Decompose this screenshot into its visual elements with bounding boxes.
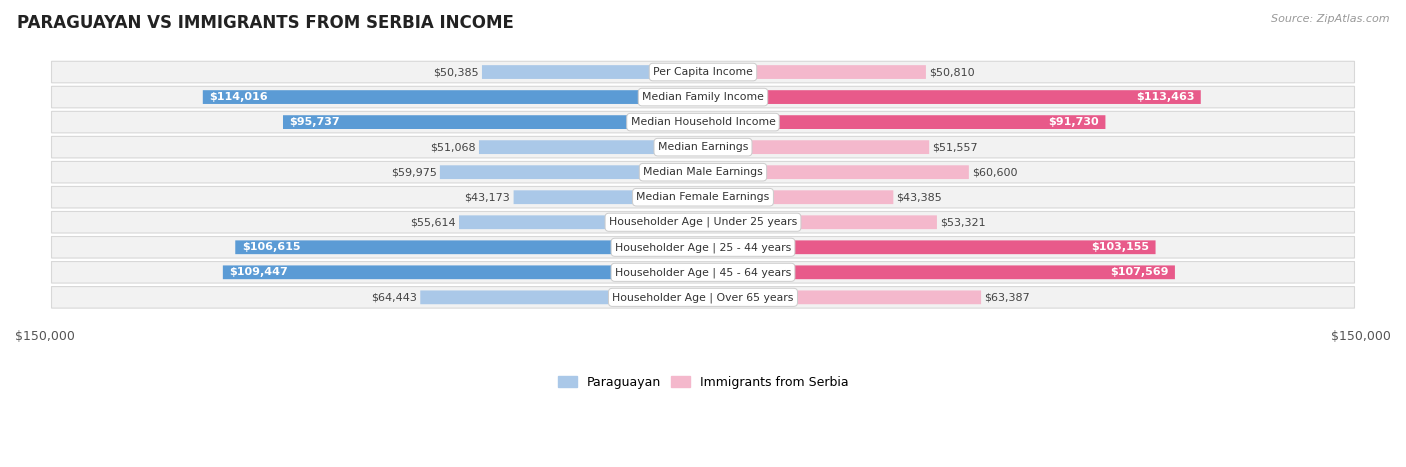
Text: Median Family Income: Median Family Income <box>643 92 763 102</box>
FancyBboxPatch shape <box>52 236 1354 258</box>
FancyBboxPatch shape <box>703 65 927 79</box>
FancyBboxPatch shape <box>52 111 1354 133</box>
Text: $95,737: $95,737 <box>290 117 340 127</box>
Text: $53,321: $53,321 <box>941 217 986 227</box>
FancyBboxPatch shape <box>235 241 703 254</box>
Text: Householder Age | Over 65 years: Householder Age | Over 65 years <box>612 292 794 303</box>
Text: $55,614: $55,614 <box>411 217 456 227</box>
Text: $107,569: $107,569 <box>1109 267 1168 277</box>
Text: $106,615: $106,615 <box>242 242 301 252</box>
Text: $109,447: $109,447 <box>229 267 288 277</box>
FancyBboxPatch shape <box>420 290 703 304</box>
Text: Source: ZipAtlas.com: Source: ZipAtlas.com <box>1271 14 1389 24</box>
FancyBboxPatch shape <box>283 115 703 129</box>
FancyBboxPatch shape <box>52 61 1354 83</box>
Text: Householder Age | Under 25 years: Householder Age | Under 25 years <box>609 217 797 227</box>
Text: Householder Age | 45 - 64 years: Householder Age | 45 - 64 years <box>614 267 792 277</box>
Text: Median Earnings: Median Earnings <box>658 142 748 152</box>
FancyBboxPatch shape <box>52 136 1354 158</box>
Text: Median Household Income: Median Household Income <box>630 117 776 127</box>
Legend: Paraguayan, Immigrants from Serbia: Paraguayan, Immigrants from Serbia <box>553 371 853 394</box>
Text: $59,975: $59,975 <box>391 167 437 177</box>
FancyBboxPatch shape <box>202 90 703 104</box>
Text: $50,810: $50,810 <box>929 67 974 77</box>
Text: $50,385: $50,385 <box>433 67 478 77</box>
FancyBboxPatch shape <box>52 287 1354 308</box>
Text: Per Capita Income: Per Capita Income <box>652 67 754 77</box>
Text: $43,173: $43,173 <box>464 192 510 202</box>
FancyBboxPatch shape <box>703 241 1156 254</box>
Text: $103,155: $103,155 <box>1091 242 1149 252</box>
Text: $114,016: $114,016 <box>209 92 269 102</box>
FancyBboxPatch shape <box>703 191 893 204</box>
Text: $51,068: $51,068 <box>430 142 475 152</box>
Text: $51,557: $51,557 <box>932 142 979 152</box>
FancyBboxPatch shape <box>52 186 1354 208</box>
Text: Householder Age | 25 - 44 years: Householder Age | 25 - 44 years <box>614 242 792 253</box>
Text: Median Male Earnings: Median Male Earnings <box>643 167 763 177</box>
FancyBboxPatch shape <box>703 90 1201 104</box>
FancyBboxPatch shape <box>703 165 969 179</box>
FancyBboxPatch shape <box>52 212 1354 233</box>
FancyBboxPatch shape <box>52 162 1354 183</box>
FancyBboxPatch shape <box>222 265 703 279</box>
FancyBboxPatch shape <box>513 191 703 204</box>
FancyBboxPatch shape <box>52 86 1354 108</box>
Text: $113,463: $113,463 <box>1136 92 1194 102</box>
FancyBboxPatch shape <box>703 140 929 154</box>
Text: $60,600: $60,600 <box>972 167 1018 177</box>
FancyBboxPatch shape <box>703 215 936 229</box>
Text: PARAGUAYAN VS IMMIGRANTS FROM SERBIA INCOME: PARAGUAYAN VS IMMIGRANTS FROM SERBIA INC… <box>17 14 513 32</box>
FancyBboxPatch shape <box>703 115 1105 129</box>
Text: Median Female Earnings: Median Female Earnings <box>637 192 769 202</box>
Text: $64,443: $64,443 <box>371 292 418 302</box>
FancyBboxPatch shape <box>458 215 703 229</box>
FancyBboxPatch shape <box>703 290 981 304</box>
FancyBboxPatch shape <box>482 65 703 79</box>
FancyBboxPatch shape <box>52 262 1354 283</box>
FancyBboxPatch shape <box>703 265 1175 279</box>
Text: $63,387: $63,387 <box>984 292 1031 302</box>
Text: $43,385: $43,385 <box>897 192 942 202</box>
Text: $91,730: $91,730 <box>1049 117 1099 127</box>
FancyBboxPatch shape <box>440 165 703 179</box>
FancyBboxPatch shape <box>479 140 703 154</box>
